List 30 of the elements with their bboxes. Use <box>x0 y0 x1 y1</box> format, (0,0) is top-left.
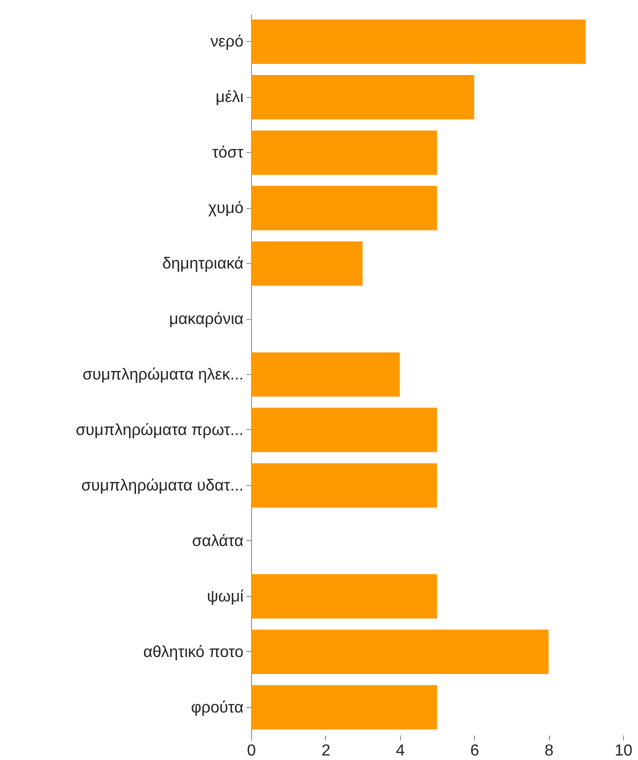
y-tick-label: αθλητικό ποτο <box>143 644 244 661</box>
bar <box>251 130 437 175</box>
bar <box>251 241 363 286</box>
y-tick-label: συμπληρώματα ηλεκ... <box>82 366 244 384</box>
x-tick-label: 2 <box>321 742 330 760</box>
bar <box>251 186 437 230</box>
bar <box>251 630 549 674</box>
y-tick-label: νερό <box>210 34 244 51</box>
y-tick-label: συμπληρώματα πρωτ... <box>76 422 244 439</box>
y-tick-label: χυμό <box>208 200 244 218</box>
x-tick-label: 4 <box>396 742 405 760</box>
x-tick-label: 8 <box>544 742 554 760</box>
y-tick-label: ψωμί <box>206 588 244 606</box>
bar <box>251 75 474 120</box>
x-tick-label: 10 <box>614 742 632 760</box>
bar <box>251 352 400 397</box>
bar <box>251 20 586 64</box>
bar <box>251 463 437 508</box>
y-tick-label: δημητριακά <box>162 256 244 273</box>
bar <box>251 408 437 452</box>
bar <box>251 574 437 619</box>
y-tick-label: σαλάτα <box>192 532 244 550</box>
x-tick-label: 6 <box>470 742 480 760</box>
y-tick-label: τόστ <box>212 144 244 162</box>
y-tick-label: συμπληρώματα υδατ... <box>81 477 244 494</box>
y-tick-label: μέλι <box>216 89 244 106</box>
y-tick-label: φρούτα <box>191 699 244 716</box>
bar <box>251 685 437 730</box>
y-tick-label: μακαρόνια <box>169 311 244 328</box>
x-tick-label: 0 <box>247 742 256 760</box>
